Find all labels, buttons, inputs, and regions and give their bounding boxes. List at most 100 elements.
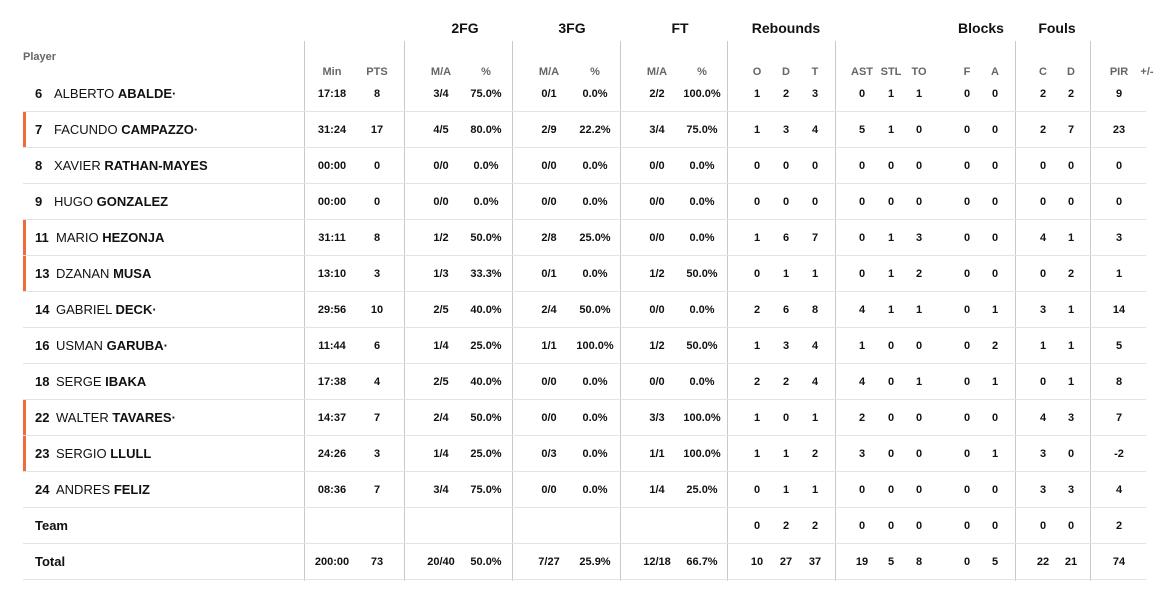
cell-fg2_pct: 50.0% (470, 556, 502, 568)
player-name-link[interactable]: WALTER TAVARES· (56, 400, 176, 436)
cell-pir: 74 (1112, 556, 1126, 568)
player-name-link[interactable]: ALBERTO ABALDE· (54, 76, 176, 112)
cell-stl: 0 (887, 520, 895, 532)
player-name-link[interactable]: SERGIO LLULL (56, 436, 151, 472)
cell-f: 0 (963, 304, 971, 316)
table-row[interactable]: 13 DZANAN MUSA 13:10 3 1/3 33.3% 0/1 0.0% 1/2 50.… (0, 256, 1161, 292)
player-first-name: FACUNDO (54, 122, 118, 137)
cell-c: 2 (1039, 88, 1047, 100)
cell-pir: 9 (1115, 88, 1123, 100)
player-name-link[interactable]: GABRIEL DECK· (56, 292, 157, 328)
table-row[interactable]: 18 SERGE IBAKA 17:38 4 2/5 40.0% 0/0 0.0% 0/0 0.0… (0, 364, 1161, 400)
cell-o: 1 (753, 340, 761, 352)
subheader-ast: AST (851, 66, 873, 78)
player-last-name: TAVARES (112, 410, 172, 425)
cell-f: 0 (963, 160, 971, 172)
cell-d: 2 (782, 520, 790, 532)
player-name-link[interactable]: ANDRES FELIZ (56, 472, 150, 508)
player-name-link[interactable]: SERGE IBAKA (56, 364, 146, 400)
cell-ast: 2 (858, 412, 866, 424)
player-name-link[interactable]: DZANAN MUSA (56, 256, 151, 292)
cell-pts: 7 (373, 412, 381, 424)
player-name-link[interactable]: FACUNDO CAMPAZZO· (54, 112, 198, 148)
subheader-stl: STL (880, 66, 902, 78)
cell-min: 13:10 (317, 268, 347, 280)
cell-fg2_pct: 25.0% (470, 448, 502, 460)
cell-pir: -2 (1114, 448, 1124, 460)
total-label: Total (35, 554, 66, 569)
cell-d: 0 (782, 160, 790, 172)
table-row[interactable]: 11 MARIO HEZONJA 31:11 8 1/2 50.0% 2/8 25.0% 0/0… (0, 220, 1161, 256)
player-first-name: USMAN (56, 338, 103, 353)
cell-t: 37 (808, 556, 822, 568)
player-name-link[interactable]: XAVIER RATHAN-MAYES (54, 148, 208, 184)
cell-fg3_ma: 7/27 (538, 556, 560, 568)
cell-t: 1 (811, 484, 819, 496)
cell-t: 8 (811, 304, 819, 316)
player-last-name: MUSA (113, 266, 152, 281)
cell-a: 0 (991, 196, 999, 208)
cell-f: 0 (963, 376, 971, 388)
cell-to: 0 (915, 160, 923, 172)
cell-fg3_pct: 0.0% (582, 448, 608, 460)
cell-pir: 0 (1115, 196, 1123, 208)
table-row[interactable]: 23 SERGIO LLULL 24:26 3 1/4 25.0% 0/3 0.0% 1/1 10… (0, 436, 1161, 472)
cell-ft_ma: 0/0 (649, 196, 665, 208)
cell-dfoul: 21 (1064, 556, 1078, 568)
cell-t: 4 (811, 124, 819, 136)
cell-stl: 1 (887, 124, 895, 136)
cell-a: 0 (991, 268, 999, 280)
cell-fg2_pct: 75.0% (470, 88, 502, 100)
player-name-link[interactable]: HUGO GONZALEZ (54, 184, 168, 220)
cell-a: 1 (991, 376, 999, 388)
player-name-link[interactable]: USMAN GARUBA· (56, 328, 168, 364)
table-row[interactable]: 24 ANDRES FELIZ 08:36 7 3/4 75.0% 0/0 0.0% 1/4 25… (0, 472, 1161, 508)
row-highlight-bar (23, 400, 26, 436)
cell-f: 0 (963, 556, 971, 568)
player-first-name: SERGE (56, 374, 102, 389)
cell-to: 1 (915, 376, 923, 388)
cell-ast: 0 (858, 160, 866, 172)
cell-fg3_pct: 0.0% (582, 88, 608, 100)
cell-d: 1 (782, 268, 790, 280)
subheader-dfoul: D (1067, 66, 1075, 78)
player-number: 7 (35, 122, 43, 137)
cell-a: 5 (991, 556, 999, 568)
subheader-c: C (1039, 66, 1047, 78)
cell-stl: 0 (887, 448, 895, 460)
table-row[interactable]: 16 USMAN GARUBA· 11:44 6 1/4 25.0% 1/1 100.0% 1/… (0, 328, 1161, 364)
player-name-link[interactable]: MARIO HEZONJA (56, 220, 164, 256)
table-row[interactable]: 22 WALTER TAVARES· 14:37 7 2/4 50.0% 0/0 0.0% 3/… (0, 400, 1161, 436)
table-row[interactable]: 7 FACUNDO CAMPAZZO· 31:24 17 4/5 80.0% 2/9 22.2… (0, 112, 1161, 148)
cell-dfoul: 1 (1067, 376, 1075, 388)
table-row[interactable]: 6 ALBERTO ABALDE· 17:18 8 3/4 75.0% 0/1 0.0% 2/2… (0, 76, 1161, 112)
cell-ft_pct: 50.0% (686, 268, 718, 280)
cell-ast: 0 (858, 484, 866, 496)
cell-pts: 8 (373, 232, 381, 244)
cell-a: 0 (991, 124, 999, 136)
player-first-name: SERGIO (56, 446, 107, 461)
cell-c: 0 (1039, 160, 1047, 172)
cell-fg2_ma: 4/5 (433, 124, 449, 136)
cell-min: 17:38 (317, 376, 347, 388)
group-header-ft: FT (671, 20, 689, 36)
table-row[interactable]: 8 XAVIER RATHAN-MAYES 00:00 0 0/0 0.0% 0/0 0.0%… (0, 148, 1161, 184)
cell-min: 00:00 (317, 196, 347, 208)
cell-pts: 7 (373, 484, 381, 496)
cell-ft_ma: 2/2 (649, 88, 665, 100)
cell-pir: 7 (1115, 412, 1123, 424)
cell-ast: 0 (858, 196, 866, 208)
cell-pts: 73 (370, 556, 384, 568)
cell-fg2_pct: 50.0% (470, 232, 502, 244)
cell-min: 200:00 (314, 556, 350, 568)
starter-marker: · (152, 302, 157, 317)
table-row[interactable]: 9 HUGO GONZALEZ 00:00 0 0/0 0.0% 0/0 0.0% 0/0 0.0… (0, 184, 1161, 220)
cell-t: 7 (811, 232, 819, 244)
cell-ft_ma: 0/0 (649, 160, 665, 172)
cell-fg3_pct: 0.0% (582, 160, 608, 172)
column-divider (727, 41, 728, 581)
cell-pts: 8 (373, 88, 381, 100)
table-row[interactable]: 14 GABRIEL DECK· 29:56 10 2/5 40.0% 2/4 50.0% 0/… (0, 292, 1161, 328)
cell-stl: 0 (887, 196, 895, 208)
row-divider (23, 435, 1146, 436)
